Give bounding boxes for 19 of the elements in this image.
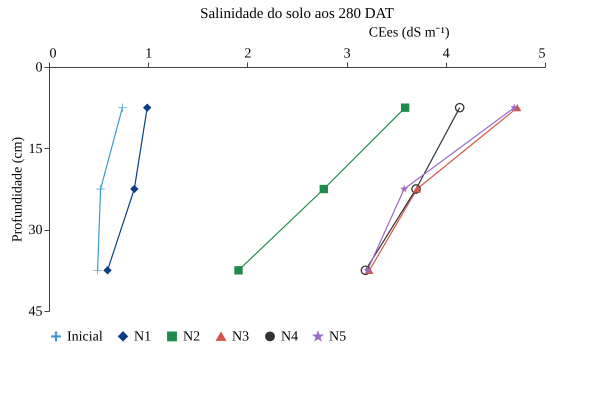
legend-label: N3	[232, 330, 250, 344]
legend-label: N5	[329, 330, 346, 344]
x-tick-label: 5	[538, 46, 546, 62]
x-tick-label: 0	[50, 46, 56, 62]
y-tick-label: 0	[36, 60, 42, 76]
legend-label: Inicial	[67, 329, 103, 344]
y-tick-label: 45	[28, 304, 42, 320]
y-axis-title: Profundidade (cm)	[10, 136, 26, 242]
x-tick-label: 3	[344, 46, 351, 62]
legend-label: N1	[134, 329, 152, 344]
x-axis-title: CEes (dS m⁻¹)	[368, 26, 450, 40]
x-tick-label: 1	[145, 46, 152, 62]
legend-label: N2	[183, 329, 200, 344]
chart-title: Salinidade do solo aos 280 DAT	[200, 6, 394, 22]
x-tick-label: 4	[442, 46, 450, 62]
x-tick-label: 2	[244, 46, 252, 62]
legend-label: N4	[281, 329, 298, 344]
y-tick-label: 15	[28, 142, 42, 157]
y-tick-label: 30	[28, 223, 42, 238]
